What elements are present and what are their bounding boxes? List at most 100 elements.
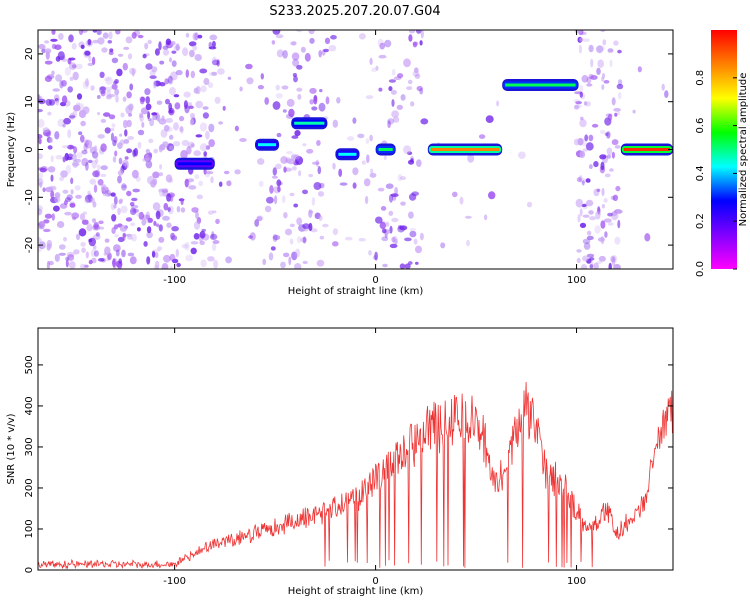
noise-blob: [88, 55, 92, 62]
noise-blob: [159, 164, 163, 170]
noise-blob: [189, 49, 195, 58]
noise-blob: [72, 71, 79, 81]
noise-blob: [38, 245, 42, 253]
noise-blob: [193, 150, 201, 157]
noise-blob: [97, 37, 105, 45]
noise-blob: [226, 180, 232, 187]
noise-blob: [579, 150, 586, 158]
noise-blob: [209, 233, 218, 240]
x-tick-label: 100: [567, 275, 586, 286]
noise-blob: [400, 176, 406, 181]
noise-blob: [70, 189, 74, 195]
noise-blob: [205, 171, 214, 175]
noise-blob: [85, 78, 89, 87]
noise-blob: [58, 252, 66, 256]
noise-blob: [607, 212, 613, 217]
noise-blob: [332, 162, 336, 170]
noise-blob: [76, 102, 81, 106]
noise-blob: [141, 121, 145, 128]
noise-blob: [383, 155, 387, 160]
noise-blob: [275, 93, 283, 99]
noise-blob: [198, 180, 203, 187]
noise-blob: [104, 238, 110, 243]
noise-blob: [110, 132, 115, 142]
noise-blob: [388, 79, 396, 83]
noise-blob: [121, 184, 127, 189]
noise-blob: [585, 178, 591, 183]
noise-blob: [117, 261, 123, 269]
noise-blob: [390, 193, 399, 198]
noise-blob: [119, 139, 126, 145]
noise-blob: [189, 118, 195, 126]
noise-blob: [106, 254, 111, 262]
noise-blob: [589, 264, 594, 269]
noise-blob: [315, 159, 319, 167]
noise-blob: [466, 239, 470, 247]
spectral-feature: [620, 143, 673, 156]
noise-blob: [89, 178, 97, 185]
noise-blob: [121, 183, 127, 191]
noise-blob: [276, 49, 284, 58]
noise-blob: [144, 42, 149, 50]
noise-blob: [381, 228, 387, 234]
noise-blob: [38, 205, 43, 212]
noise-blob: [47, 111, 52, 116]
noise-blob: [296, 30, 303, 33]
noise-blob: [416, 159, 422, 168]
noise-blob: [118, 157, 123, 165]
noise-blob: [44, 213, 53, 219]
noise-blob: [664, 90, 669, 98]
noise-blob: [180, 127, 184, 135]
noise-blob: [180, 198, 184, 206]
noise-blob: [120, 205, 128, 214]
noise-blob: [211, 71, 218, 76]
noise-blob: [200, 259, 207, 268]
noise-blob: [80, 134, 85, 143]
noise-blob: [76, 152, 83, 159]
noise-blob: [573, 99, 581, 103]
noise-blob: [118, 258, 122, 264]
noise-blob: [108, 114, 116, 120]
noise-blob: [218, 181, 223, 187]
noise-blob: [66, 251, 75, 258]
noise-blob: [365, 95, 374, 100]
noise-blob: [114, 79, 119, 84]
noise-blob: [365, 138, 370, 145]
noise-blob: [304, 52, 311, 62]
noise-blob: [617, 219, 621, 229]
noise-blob: [190, 112, 195, 119]
noise-blob: [338, 168, 343, 177]
noise-blob: [588, 210, 594, 215]
noise-blob: [57, 118, 65, 127]
noise-blob: [617, 110, 621, 116]
noise-blob: [596, 45, 604, 54]
noise-blob: [394, 238, 398, 245]
spectral-feature: [375, 143, 396, 156]
noise-blob: [404, 263, 411, 269]
noise-blob: [308, 222, 313, 232]
spectral-feature: [255, 138, 280, 151]
noise-blob: [192, 45, 198, 51]
noise-blob: [282, 109, 287, 113]
noise-blob: [86, 225, 93, 232]
noise-blob: [122, 96, 127, 102]
noise-blob: [99, 71, 105, 79]
noise-blob: [637, 66, 642, 73]
noise-blob: [606, 131, 611, 139]
noise-blob: [591, 123, 599, 128]
noise-blob: [129, 67, 137, 75]
feature-core: [258, 143, 277, 147]
noise-blob: [363, 178, 371, 187]
noise-blob: [185, 254, 193, 262]
noise-blob: [585, 199, 594, 207]
noise-blob: [72, 153, 77, 162]
noise-blob: [73, 146, 78, 154]
noise-blob: [188, 185, 197, 190]
noise-blob: [169, 194, 174, 202]
noise-blob: [399, 263, 406, 269]
noise-blob: [574, 104, 580, 110]
noise-blob: [580, 264, 588, 269]
noise-blob: [602, 72, 605, 79]
noise-blob: [119, 133, 123, 137]
noise-blob: [604, 173, 611, 178]
